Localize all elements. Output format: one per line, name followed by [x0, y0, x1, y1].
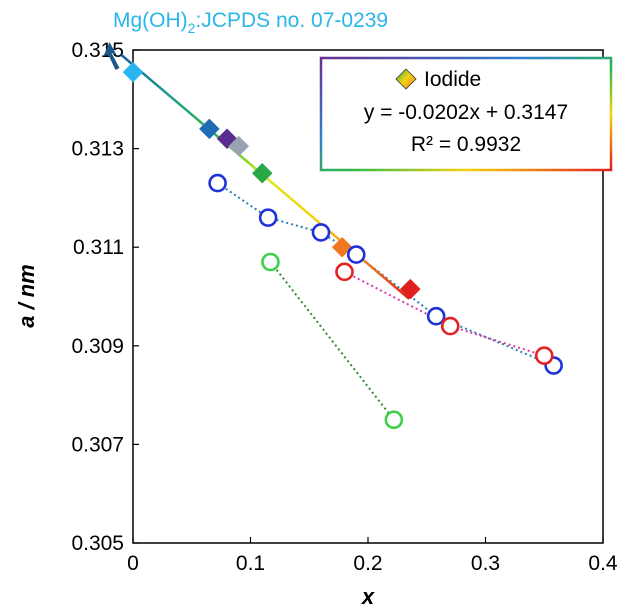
legend-label: Iodide: [424, 68, 481, 91]
data-point-circle: [335, 262, 354, 282]
annotation-arrow: [103, 42, 120, 70]
legend-diamond-icon: [395, 68, 417, 90]
data-markers: [122, 61, 563, 430]
x-tick-label: 0.1: [236, 552, 265, 575]
data-point-diamond: [251, 162, 273, 184]
data-point-circle: [208, 173, 227, 193]
data-point-circle: [258, 208, 278, 227]
legend-equation: y = -0.0202x + 0.3147: [364, 101, 568, 124]
data-point-diamond: [122, 61, 144, 83]
y-tick-label: 0.313: [71, 138, 124, 161]
x-tick-label: 0.4: [588, 552, 618, 575]
data-point-circle: [261, 252, 280, 272]
legend-box: [319, 56, 613, 172]
y-tick-label: 0.311: [73, 236, 124, 259]
y-tick-label: 0.315: [71, 39, 124, 62]
legend-r2: R² = 0.9932: [411, 133, 521, 156]
data-point-diamond: [399, 278, 421, 300]
x-tick-label: 0.3: [471, 552, 500, 575]
y-tick-label: 0.309: [71, 335, 124, 358]
data-point-circle: [346, 245, 366, 264]
data-point-circle: [426, 306, 446, 326]
x-tick-label: 0: [127, 552, 139, 575]
y-axis-ticks: 0.305 0.307 0.309 0.311 0.313 0.315: [71, 39, 139, 555]
data-point-diamond: [331, 236, 353, 258]
legend: Iodide y = -0.0202x + 0.3147 R² = 0.9932: [319, 56, 613, 172]
data-point-circle: [384, 410, 404, 430]
series-line: [269, 261, 395, 421]
annotation-label: Mg(OH)2:JCPDS no. 07-0239: [113, 9, 388, 36]
x-tick-label: 0.2: [353, 552, 382, 575]
data-point-circle: [311, 223, 331, 242]
data-point-circle: [534, 346, 554, 365]
y-tick-label: 0.305: [71, 532, 124, 555]
data-point-circle: [440, 316, 460, 336]
x-axis-ticks: 0 0.1 0.2 0.3 0.4: [127, 537, 618, 575]
x-axis-title: x: [361, 584, 375, 609]
data-point-diamond: [199, 118, 220, 140]
y-axis-title: a / nm: [14, 264, 39, 328]
data-point-diamond: [228, 135, 250, 157]
y-tick-label: 0.307: [71, 433, 124, 456]
